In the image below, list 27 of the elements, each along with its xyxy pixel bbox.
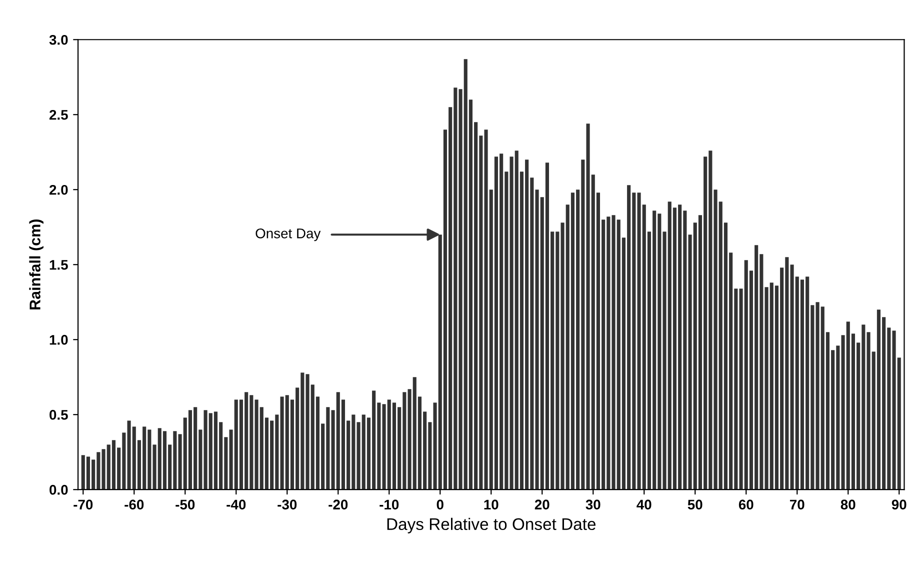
y-tick-label: 0.5 xyxy=(50,410,68,420)
y-tick-label: 1.0 xyxy=(50,334,68,345)
x-tick-label: -60 xyxy=(124,500,144,510)
x-tick-label: 20 xyxy=(534,500,550,510)
x-tick-label: 90 xyxy=(892,500,906,510)
x-tick-label: 60 xyxy=(738,500,754,510)
x-tick-label: -20 xyxy=(328,500,348,510)
x-tick-label: 70 xyxy=(790,500,804,510)
y-axis-title: Rainfall (cm) xyxy=(29,220,44,310)
x-axis-title: Days Relative to Onset Date xyxy=(387,518,596,534)
y-tick-label: 0.0 xyxy=(50,484,68,495)
x-tick-label: -10 xyxy=(380,500,399,510)
x-tick-label: 10 xyxy=(484,500,498,510)
y-tick-label: 1.5 xyxy=(50,260,68,270)
x-tick-label: 30 xyxy=(586,500,600,510)
annotation: Onset Day xyxy=(256,228,321,242)
y-tick-label: 2.0 xyxy=(49,184,68,195)
x-tick-label: -70 xyxy=(74,500,93,510)
y-tick-label: 3.0 xyxy=(49,34,68,45)
x-tick-label: 0 xyxy=(436,500,444,510)
x-tick-label: -30 xyxy=(278,500,297,510)
x-tick-label: 40 xyxy=(636,500,652,510)
x-tick-label: 50 xyxy=(688,500,702,510)
x-tick-label: 80 xyxy=(840,500,856,510)
y-tick-label: 2.5 xyxy=(49,110,68,120)
x-tick-label: -40 xyxy=(226,500,246,510)
x-tick-label: -50 xyxy=(176,500,195,510)
